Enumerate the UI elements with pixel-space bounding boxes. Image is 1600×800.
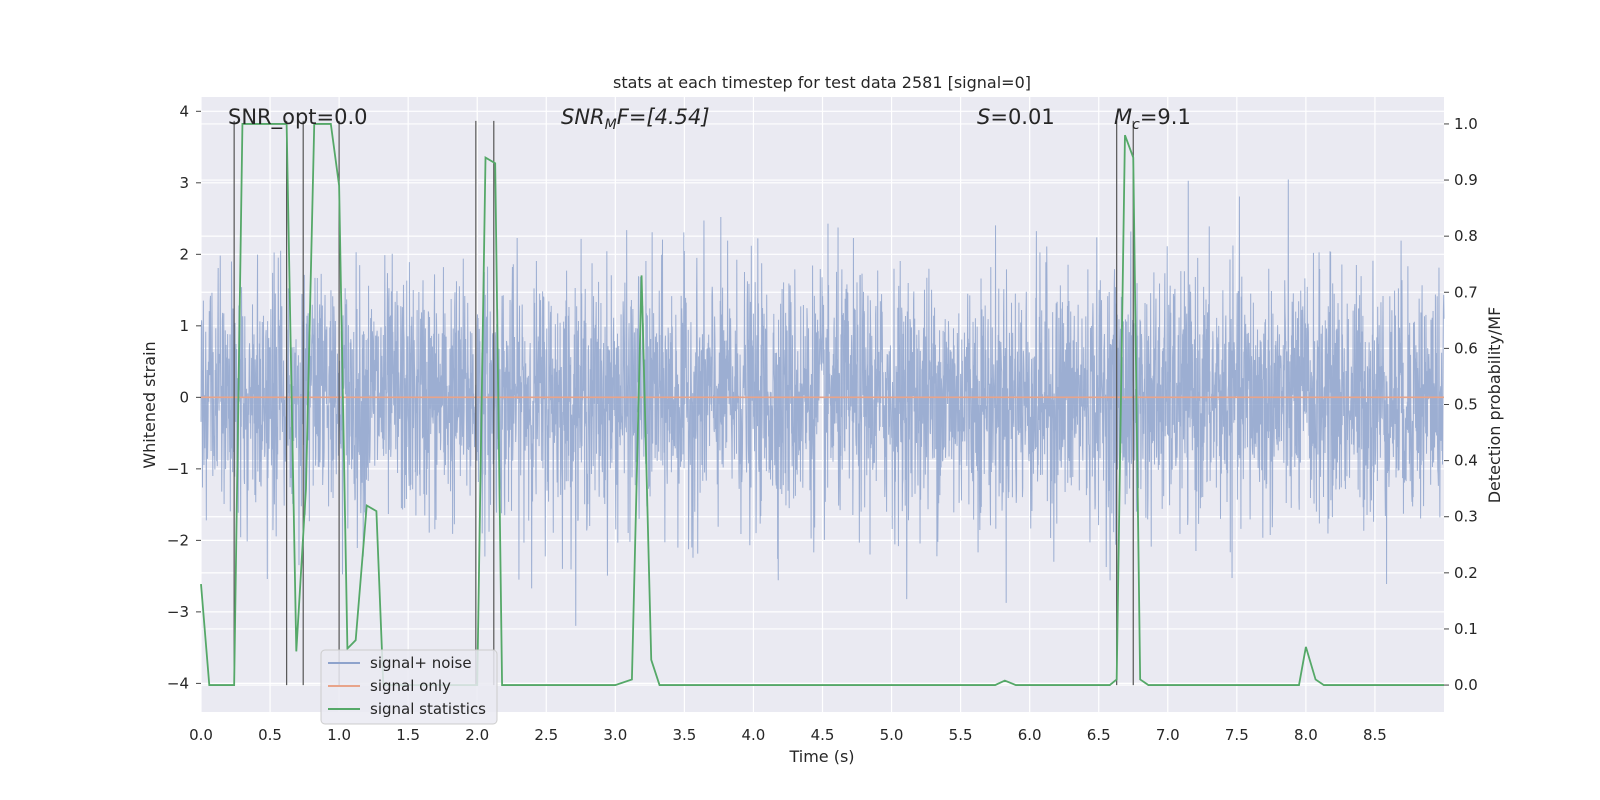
legend-box xyxy=(320,649,498,725)
x-tick-label: 1.5 xyxy=(396,726,420,744)
x-tick-label: 6.0 xyxy=(1018,726,1042,744)
x-tick-label: 2.0 xyxy=(465,726,489,744)
y2-tick-label: 0.7 xyxy=(1454,283,1478,301)
y2-tick-label: 0.5 xyxy=(1454,396,1478,414)
y2-tick-label: 0.0 xyxy=(1454,676,1478,694)
y2-axis-ticks: 0.0 0.1 0.2 0.3 0.4 0.5 0.6 0.7 0.8 0.9 1.0 xyxy=(1444,115,1478,694)
y2-tick-label: 0.3 xyxy=(1454,508,1478,526)
legend-label-signal-noise: signal+ noise xyxy=(370,654,472,672)
legend: signal+ noise signal only signal statist… xyxy=(320,649,498,725)
annotation-snr-opt: SNR_opt=0.0 xyxy=(228,105,368,130)
y2-tick-label: 0.9 xyxy=(1454,171,1478,189)
x-tick-label: 3.0 xyxy=(603,726,627,744)
y-tick-label: 1 xyxy=(179,317,189,335)
legend-label-signal-only: signal only xyxy=(370,677,451,695)
x-tick-label: 8.5 xyxy=(1363,726,1387,744)
y2-tick-label: 1.0 xyxy=(1454,115,1478,133)
series-signal-statistics xyxy=(200,123,1444,686)
signal-statistics-line xyxy=(200,123,1444,686)
y-tick-label: −4 xyxy=(167,674,189,692)
y2-tick-label: 0.8 xyxy=(1454,227,1478,245)
legend-label-signal-statistics: signal statistics xyxy=(370,700,486,718)
x-tick-label: 7.0 xyxy=(1156,726,1180,744)
y2-tick-label: 0.2 xyxy=(1454,564,1478,582)
y-tick-label: 3 xyxy=(179,174,189,192)
annotation-mc: Mc=9.1 xyxy=(1114,105,1191,133)
x-tick-label: 4.5 xyxy=(811,726,835,744)
y-tick-label: −2 xyxy=(167,531,189,549)
y-axis-ticks: −4 −3 −2 −1 0 1 2 3 4 xyxy=(167,102,201,692)
y-tick-label: −1 xyxy=(167,460,189,478)
x-axis-label: Time (s) xyxy=(788,747,854,766)
annotation-snr-mf: SNRMF=[4.54] xyxy=(561,105,710,133)
x-tick-label: 4.0 xyxy=(742,726,766,744)
x-tick-label: 0.0 xyxy=(189,726,213,744)
x-tick-label: 1.0 xyxy=(327,726,351,744)
x-tick-label: 8.0 xyxy=(1294,726,1318,744)
x-tick-label: 7.5 xyxy=(1225,726,1249,744)
x-tick-label: 2.5 xyxy=(534,726,558,744)
y-axis-label: Whitened strain xyxy=(140,341,159,468)
y-tick-label: 2 xyxy=(179,245,189,263)
signal-noise-line xyxy=(200,179,1445,626)
annotation-s: S=0.01 xyxy=(977,105,1055,129)
y2-axis-label: Detection probability/MF xyxy=(1485,307,1504,504)
series-signal-noise xyxy=(200,179,1445,626)
y2-tick-label: 0.1 xyxy=(1454,620,1478,638)
y-tick-label: 4 xyxy=(179,102,189,120)
x-tick-label: 6.5 xyxy=(1087,726,1111,744)
y-tick-label: −3 xyxy=(167,603,189,621)
y2-tick-label: 0.4 xyxy=(1454,452,1478,470)
y-tick-label: 0 xyxy=(179,388,189,406)
x-tick-label: 0.5 xyxy=(258,726,282,744)
x-tick-label: 5.5 xyxy=(949,726,973,744)
x-tick-label: 5.0 xyxy=(880,726,904,744)
chart-title: stats at each timestep for test data 258… xyxy=(613,73,1031,92)
y2-tick-label: 0.6 xyxy=(1454,339,1478,357)
x-tick-label: 3.5 xyxy=(672,726,696,744)
x-axis-ticks: 0.0 0.5 1.0 1.5 2.0 2.5 3.0 3.5 4.0 4.5 5.0 5.5 6.0 6… xyxy=(189,726,1387,744)
